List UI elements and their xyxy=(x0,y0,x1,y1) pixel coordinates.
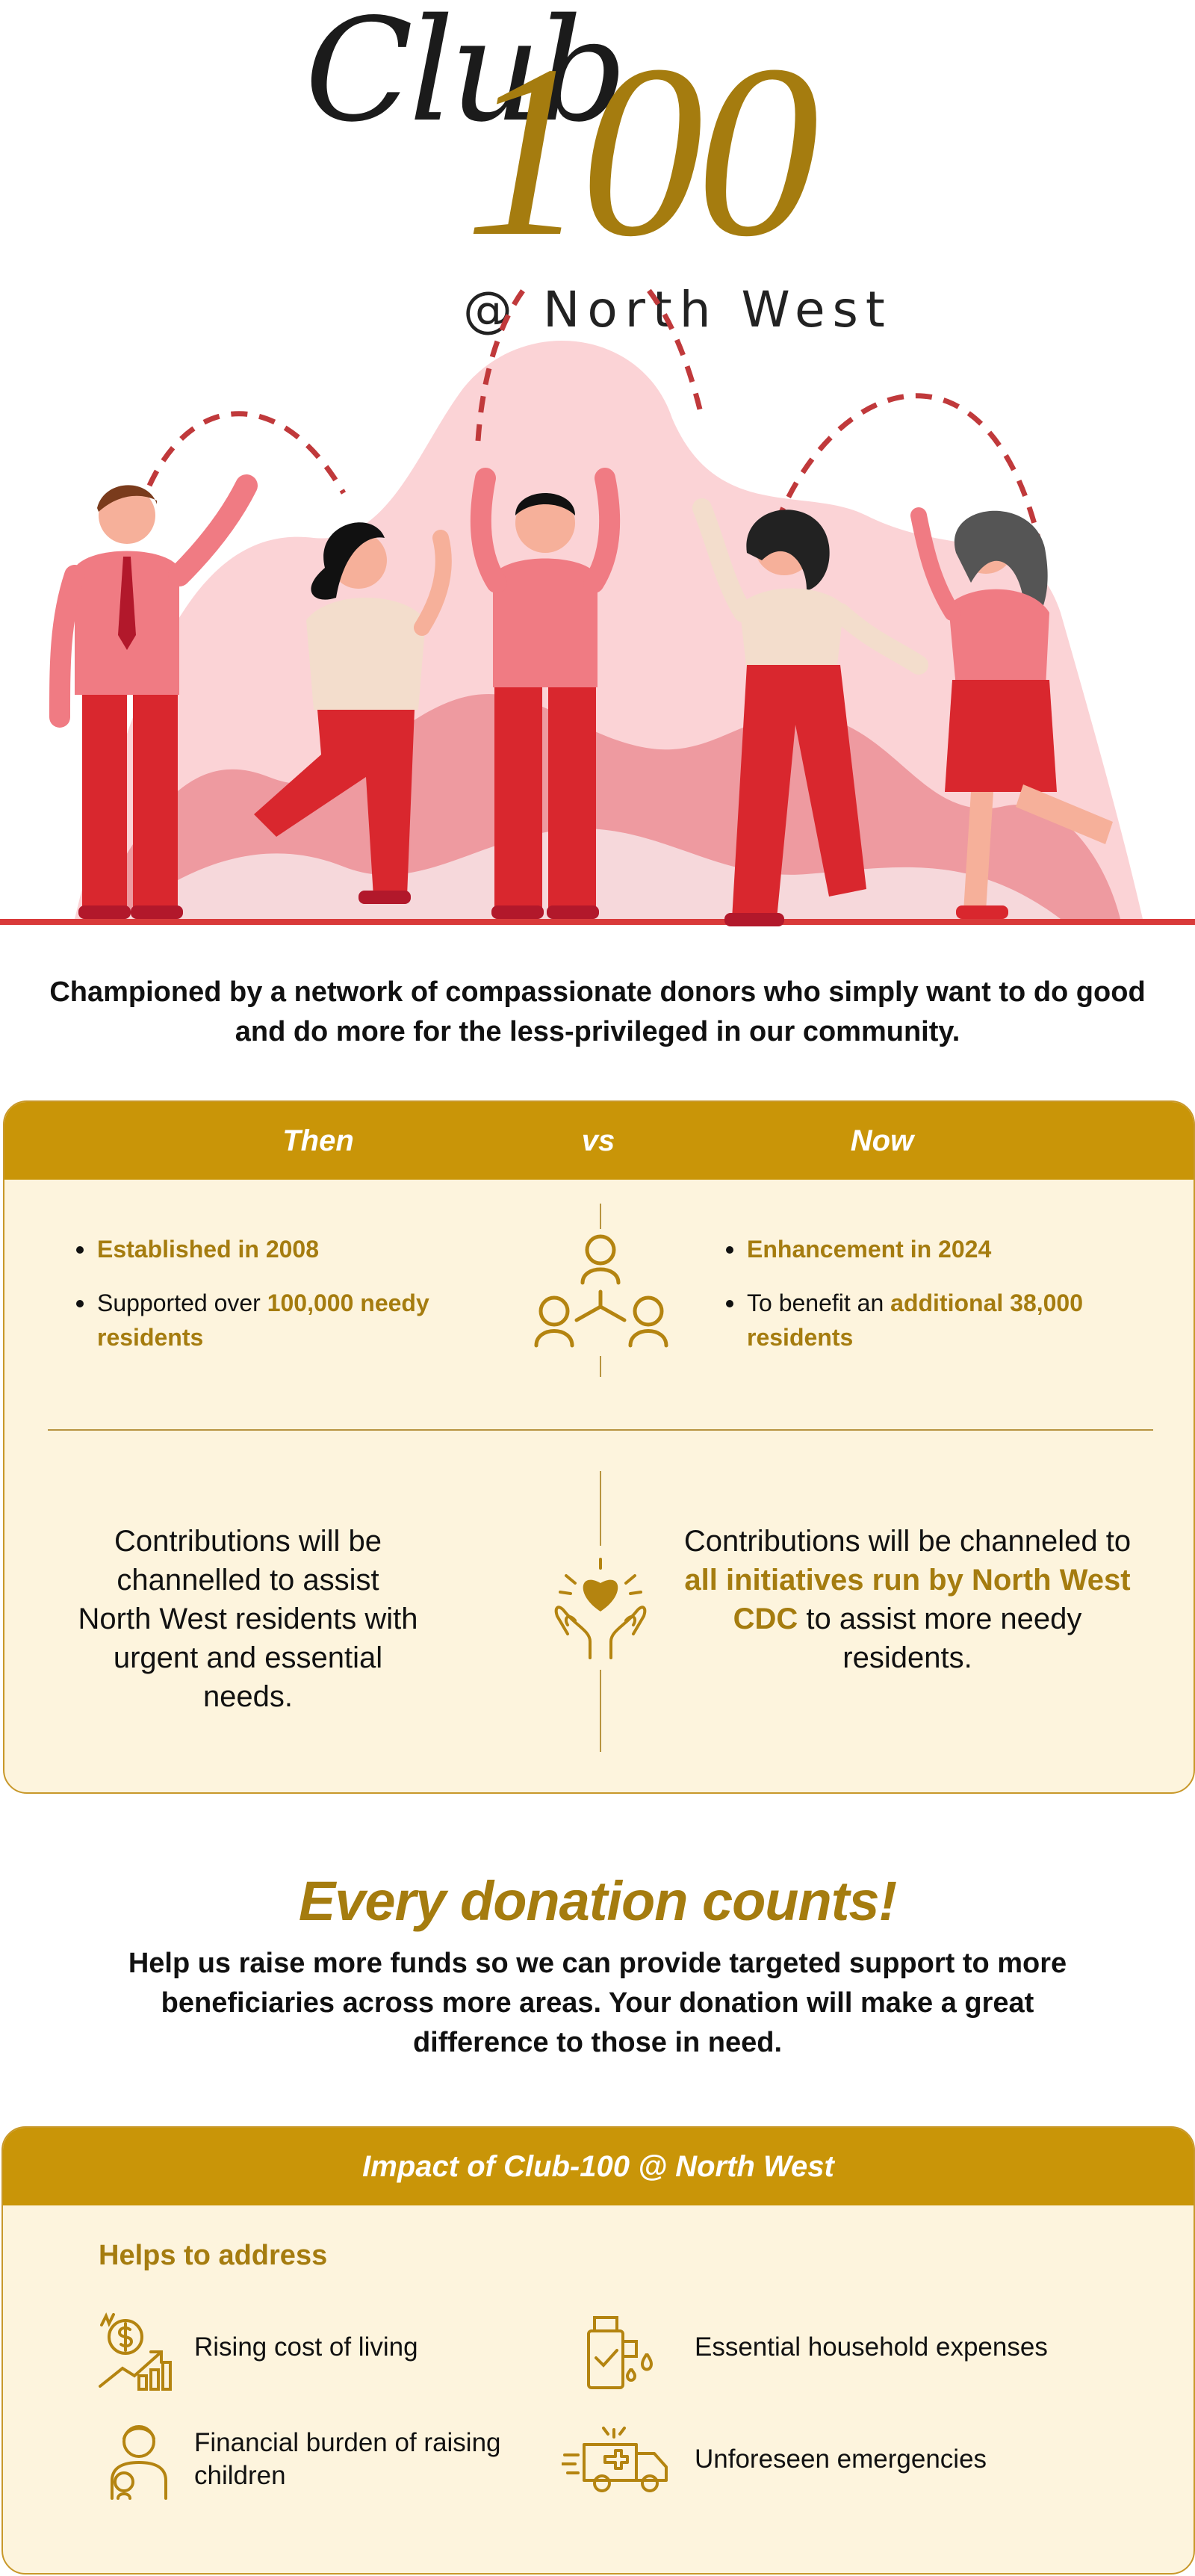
cost-rising-icon xyxy=(99,2312,172,2391)
logo-100-text: 100 xyxy=(465,15,819,288)
now-bullets: Enhancement in 2024 To benefit an additi… xyxy=(726,1232,1099,1374)
ambulance-icon xyxy=(562,2427,668,2492)
child-care-icon xyxy=(111,2425,167,2500)
household-icon xyxy=(587,2316,654,2389)
network-people-icon xyxy=(534,1234,668,1348)
comparison-header xyxy=(4,1102,1194,1180)
impact-item-emergencies: Unforeseen emergencies xyxy=(695,2445,987,2474)
then-bullet-established: Established in 2008 xyxy=(76,1232,435,1266)
divider xyxy=(48,1429,1153,1431)
logo-subtitle: @ North West xyxy=(463,281,893,338)
then-bullets: Established in 2008 Supported over 100,0… xyxy=(76,1232,435,1374)
ground-line xyxy=(0,919,1195,925)
then-bullet-supported: Supported over 100,000 needy residents xyxy=(76,1286,435,1354)
then-description: Contributions will be channelled to assi… xyxy=(78,1525,418,1713)
person-figure xyxy=(910,507,1113,919)
impact-item-household: Essential household expenses xyxy=(695,2332,1048,2362)
impact-title: Impact of Club-100 @ North West xyxy=(3,2128,1194,2205)
dashed-arc xyxy=(475,284,705,442)
donation-title: Every donation counts! xyxy=(298,1870,897,1932)
logo-club-text: Club xyxy=(305,0,627,153)
impact-item-raising-children: Financial burden of raising children xyxy=(194,2428,501,2490)
then-label: Then xyxy=(282,1124,354,1157)
now-bullet-benefit: To benefit an additional 38,000 resident… xyxy=(726,1286,1099,1354)
helps-heading: Helps to address xyxy=(99,2240,328,2271)
dashed-arc xyxy=(146,411,347,495)
now-description: Contributions will be channeled to all i… xyxy=(683,1525,1132,1674)
person-figure xyxy=(49,474,258,919)
logo: Club 100 @ North West xyxy=(0,0,1195,344)
donation-text: Help us raise more funds so we can provi… xyxy=(128,1948,1067,2058)
impact-card: Impact of Club-100 @ North West Helps to… xyxy=(1,2126,1195,2575)
comparison-card: Then vs Now Established in 2008 Supporte… xyxy=(3,1100,1195,1794)
hero-illustration xyxy=(0,284,1195,926)
impact-item-cost-of-living: Rising cost of living xyxy=(194,2332,418,2362)
intro-text: Championed by a network of compassionate… xyxy=(49,976,1146,1047)
heart-hands-icon xyxy=(554,1558,647,1659)
vs-label: vs xyxy=(581,1124,615,1157)
now-label: Now xyxy=(850,1124,914,1157)
person-figure xyxy=(692,498,928,926)
dashed-arc xyxy=(774,393,1041,539)
person-figure xyxy=(470,468,621,919)
person-figure xyxy=(254,522,452,904)
now-bullet-enhancement: Enhancement in 2024 xyxy=(726,1232,1099,1266)
